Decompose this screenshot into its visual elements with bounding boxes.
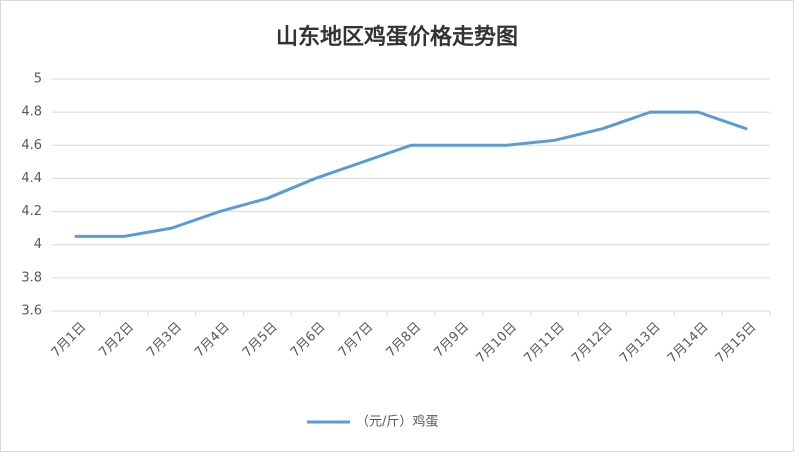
y-tick-label: 4 <box>34 237 42 252</box>
y-tick-label: 4.6 <box>21 138 42 153</box>
y-tick-label: 4.8 <box>21 105 42 120</box>
y-tick-label: 4.2 <box>21 204 42 219</box>
y-tick-label: 3.8 <box>21 270 42 285</box>
chart-title: 山东地区鸡蛋价格走势图 <box>276 24 518 50</box>
y-tick-label: 4.4 <box>21 171 42 186</box>
y-tick-label: 5 <box>34 72 42 87</box>
y-tick-label: 3.6 <box>21 304 42 319</box>
legend-label: （元/斤）鸡蛋 <box>356 414 438 430</box>
data-line <box>74 110 748 238</box>
